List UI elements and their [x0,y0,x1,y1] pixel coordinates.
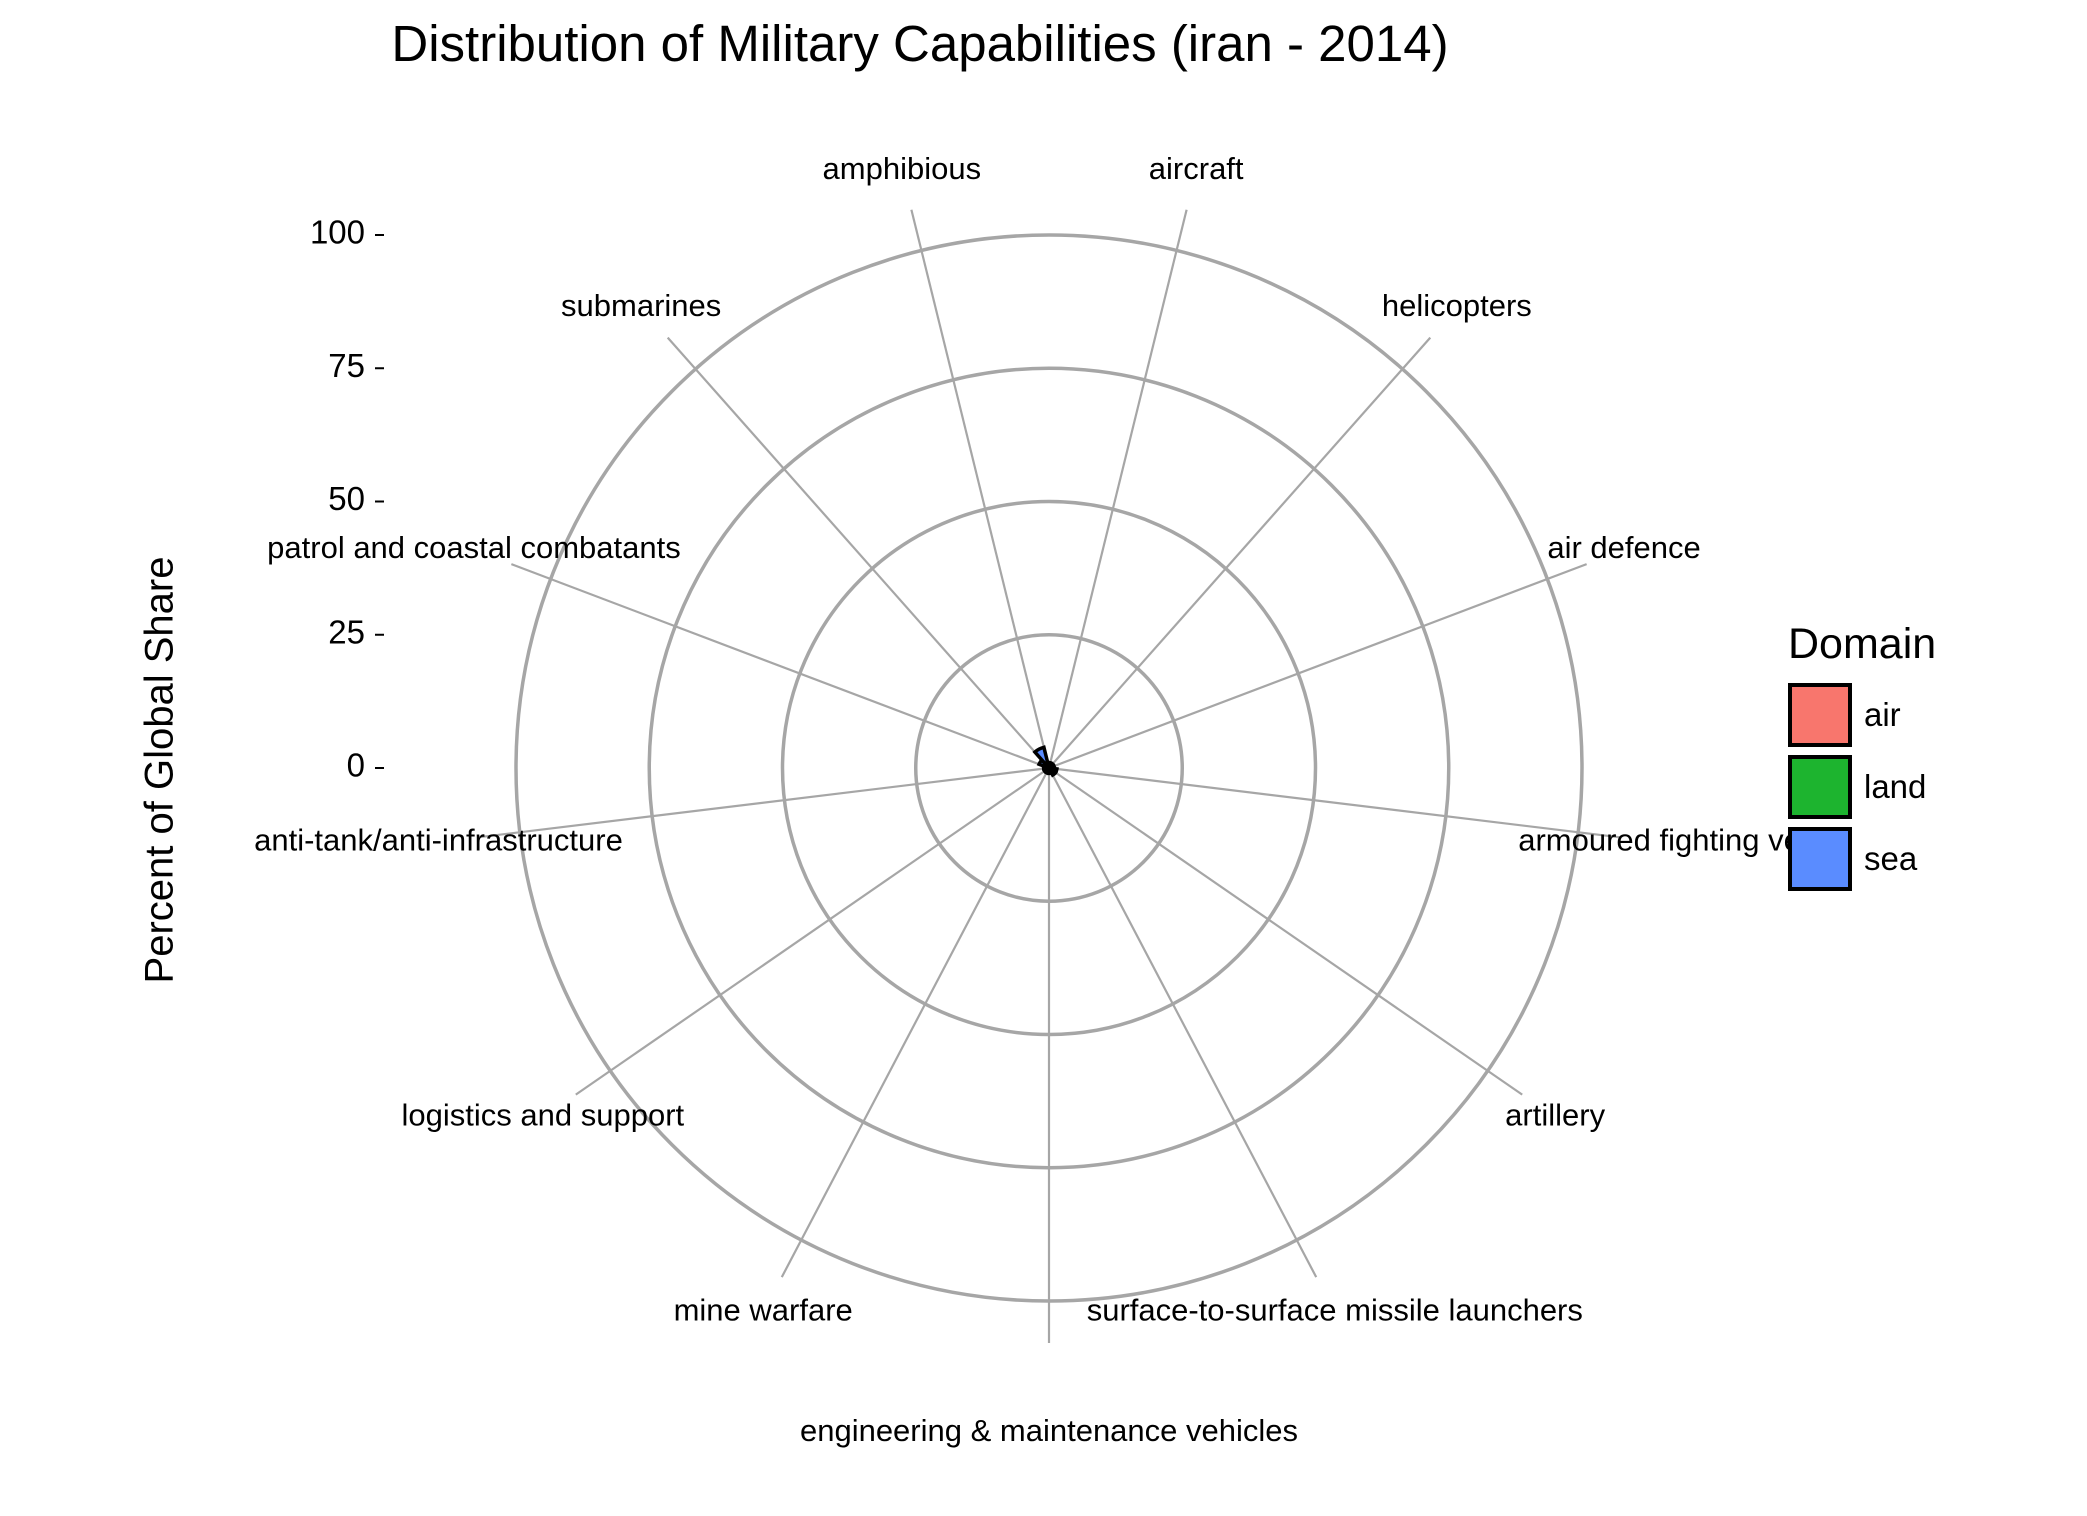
y-tick-label-25: 25 [328,613,365,650]
category-label-6: surface-to-surface missile launchers [1087,1293,1583,1328]
legend-swatch-land [1788,755,1852,819]
spoke-1 [1047,209,1188,769]
legend-label-air: air [1864,696,1901,733]
spoke-8 [780,767,1050,1278]
category-label-11: patrol and coastal combatants [267,530,681,565]
y-tick-label-50: 50 [328,480,365,517]
y-tick-label-75: 75 [328,347,365,384]
spoke-0 [910,209,1051,769]
category-label-3: air defence [1547,530,1700,565]
legend-label-land: land [1864,768,1927,805]
spoke-9 [575,767,1050,1096]
spoke-5 [1048,767,1523,1096]
category-label-2: helicopters [1382,288,1532,323]
category-label-5: artillery [1505,1098,1605,1133]
y-tick-label-0: 0 [347,747,365,784]
data-wedge-12 [1032,745,1051,770]
category-label-10: anti-tank/anti-infrastructure [254,822,623,857]
spoke-3 [1048,563,1588,770]
y-tick-label-100: 100 [310,214,365,251]
spoke-6 [1048,767,1318,1278]
y-axis-ticks: 0 25 50 75 100 [310,214,384,784]
y-axis-label: Percent of Global Share [137,556,182,984]
spoke-4 [1048,766,1620,839]
legend: Domain air land sea [1788,620,1936,895]
category-label-0: amphibious [823,151,982,186]
chart-title: Distribution of Military Capabilities (i… [391,15,1449,72]
legend-item-land: land [1788,751,1936,823]
legend-swatch-air [1788,683,1852,747]
radar-spokes [478,209,1620,1343]
spoke-2 [1048,336,1432,769]
category-label-12: submarines [561,288,721,323]
category-label-1: aircraft [1149,151,1244,186]
category-label-8: mine warfare [674,1293,853,1328]
spoke-11 [510,563,1050,770]
legend-item-air: air [1788,679,1936,751]
spoke-10 [478,766,1050,839]
category-label-7: engineering & maintenance vehicles [800,1413,1298,1448]
legend-title: Domain [1788,620,1937,668]
category-labels: amphibious aircraft helicopters air defence… [254,151,1801,1448]
spoke-12 [666,336,1050,769]
category-label-9: logistics and support [402,1098,685,1133]
data-layer [1032,745,1059,778]
category-label-4: armoured fighting ve [1518,822,1801,857]
legend-label-sea: sea [1864,840,1918,877]
legend-item-sea: sea [1788,823,1936,895]
legend-swatch-sea [1788,827,1852,891]
